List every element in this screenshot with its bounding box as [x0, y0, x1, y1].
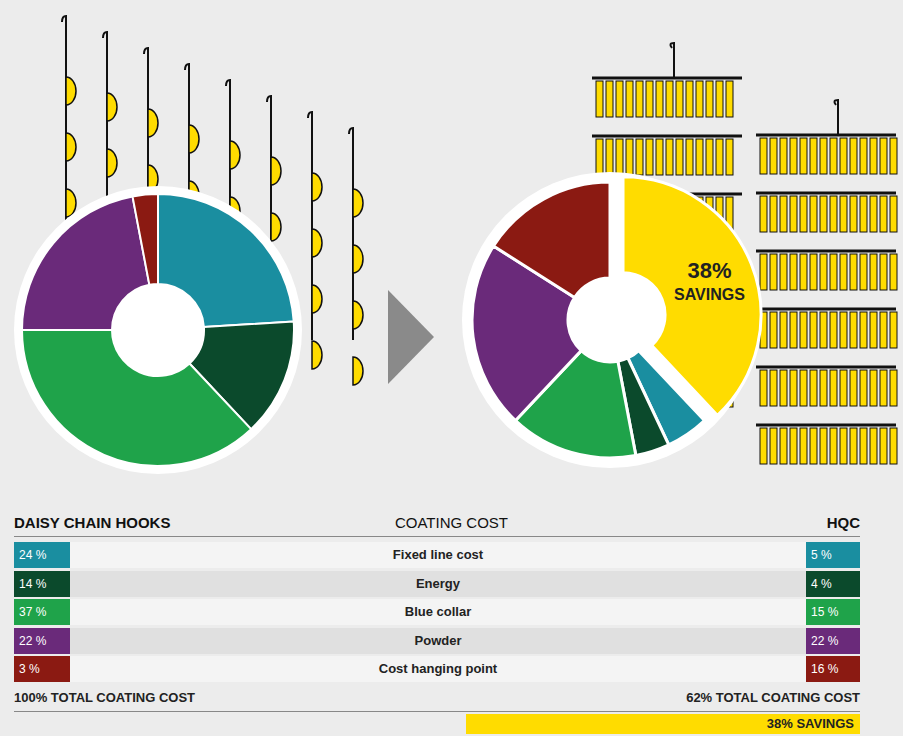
html-text:16 %: 16 %: [811, 662, 839, 676]
html-text:Blue collar: Blue collar: [404, 604, 472, 619]
html-text:62% TOTAL COATING COST: 62% TOTAL COATING COST: [686, 690, 860, 705]
html-text:37 %: 37 %: [19, 605, 47, 619]
svg-text:38%: 38%: [687, 258, 731, 283]
html-text:4 %: 4 %: [811, 576, 832, 591]
html-text:Cost hanging point: Cost hanging point: [378, 661, 498, 676]
html-text:22 %: 22 %: [19, 633, 47, 648]
html-text:38% SAVINGS: 38% SAVINGS: [766, 716, 854, 731]
html-text:14 %: 14 %: [19, 576, 47, 591]
html-text:Energy: Energy: [416, 575, 460, 591]
html-text:3 %: 3 %: [19, 662, 40, 676]
html-text:Fixed line cost: Fixed line cost: [392, 547, 484, 562]
html-text:DAISY CHAIN HOOKS: DAISY CHAIN HOOKS: [14, 514, 171, 531]
html-text:Powder: Powder: [414, 632, 462, 648]
html-text:COATING COST: COATING COST: [395, 514, 508, 531]
html-text:15 %: 15 %: [811, 605, 839, 619]
html-text:5 %: 5 %: [811, 548, 832, 562]
html-text:100% TOTAL COATING COST: 100% TOTAL COATING COST: [14, 690, 196, 705]
html-text:22 %: 22 %: [811, 633, 839, 648]
html-text:HQC: HQC: [826, 514, 860, 531]
svg-text:SAVINGS: SAVINGS: [674, 286, 745, 303]
html-text:24 %: 24 %: [19, 548, 47, 562]
